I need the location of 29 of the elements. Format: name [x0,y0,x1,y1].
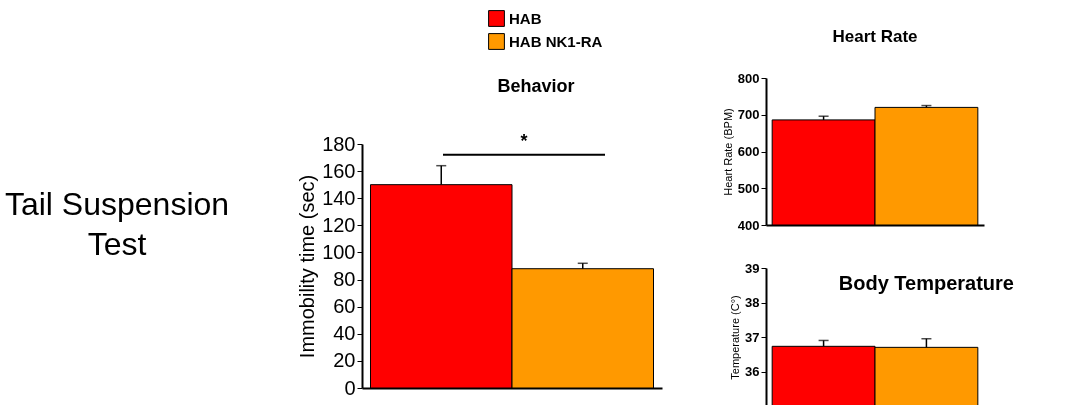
annotation: * [520,130,528,151]
text: Tail Suspension Test [4,186,230,262]
y-axis-title: Heart Rate (BPM) [721,108,734,196]
y-tick-label: 600 [737,144,760,159]
y-tick-label: 400 [737,217,760,233]
y-tick-label: 140 [322,186,356,209]
y-axis-title: Immobility time (sec) [296,174,319,359]
y-tick-label: 160 [322,159,356,182]
chart-title: Body Temperature [838,272,1014,294]
chart-title: Behavior [497,76,575,96]
y-tick-label: 40 [333,322,356,345]
y-tick-label: 700 [737,107,760,123]
y-tick-label: 100 [322,240,356,263]
y-tick-label: 180 [322,132,356,155]
y-tick-label: 0 [344,376,356,399]
y-tick-label: 500 [737,180,760,196]
y-tick-label: 60 [333,295,356,318]
legend-label: HAB NK1-RA [509,32,603,50]
chart-title: Heart Rate [832,27,918,46]
y-tick-label: 120 [322,213,356,236]
y-tick-label: 80 [333,268,356,291]
legend-label: HAB [509,9,542,27]
y-axis-title: Temperature (C°) [729,295,742,380]
y-tick-label: 38 [745,295,760,310]
y-tick-label: 20 [333,349,356,372]
y-tick-label: 800 [737,70,760,86]
y-tick-label: 39 [745,260,760,276]
y-tick-label: 37 [745,329,760,345]
y-tick-label: 36 [745,364,760,379]
